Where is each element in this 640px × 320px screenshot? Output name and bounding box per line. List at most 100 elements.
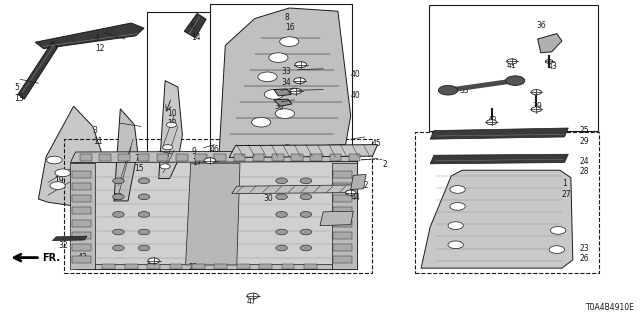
Text: 9
17: 9 17 <box>192 147 202 167</box>
Polygon shape <box>219 8 351 157</box>
Polygon shape <box>159 81 182 179</box>
Circle shape <box>160 164 170 169</box>
Bar <box>310 154 322 161</box>
Polygon shape <box>538 34 562 53</box>
Text: 44: 44 <box>351 193 360 202</box>
Text: 21: 21 <box>189 263 198 272</box>
Circle shape <box>290 88 301 94</box>
Circle shape <box>300 229 312 235</box>
Circle shape <box>50 182 65 189</box>
Polygon shape <box>430 128 568 139</box>
Bar <box>157 154 168 161</box>
Bar <box>333 220 352 227</box>
Text: 36: 36 <box>536 21 546 30</box>
Bar <box>147 12 223 182</box>
Circle shape <box>294 78 305 84</box>
Bar <box>429 5 598 131</box>
Circle shape <box>113 212 124 217</box>
Bar <box>72 207 91 214</box>
Bar <box>214 264 227 269</box>
Circle shape <box>448 241 463 249</box>
Text: FR.: FR. <box>42 252 60 263</box>
Circle shape <box>269 53 288 62</box>
Bar <box>214 154 226 161</box>
Text: 2: 2 <box>383 160 387 169</box>
Text: 38: 38 <box>274 90 284 99</box>
Bar <box>259 264 272 269</box>
Circle shape <box>280 37 299 46</box>
Bar <box>253 154 264 161</box>
Text: 22: 22 <box>360 181 369 190</box>
Text: 5
13: 5 13 <box>14 83 24 103</box>
Bar <box>72 244 91 251</box>
Bar <box>138 154 149 161</box>
Polygon shape <box>430 154 568 164</box>
Circle shape <box>55 169 70 177</box>
Text: 37: 37 <box>146 263 156 272</box>
Bar <box>72 220 91 227</box>
Bar <box>333 183 352 190</box>
Bar <box>72 256 91 263</box>
Bar <box>72 195 91 202</box>
Polygon shape <box>274 99 292 106</box>
Circle shape <box>300 194 312 200</box>
Circle shape <box>545 60 553 63</box>
Polygon shape <box>351 174 366 189</box>
Bar <box>170 264 182 269</box>
Circle shape <box>113 194 124 200</box>
Text: 19: 19 <box>54 176 64 185</box>
Bar <box>192 264 205 269</box>
Text: 31: 31 <box>325 218 335 227</box>
Circle shape <box>247 293 259 299</box>
Circle shape <box>138 178 150 184</box>
Circle shape <box>113 245 124 251</box>
Bar <box>102 264 115 269</box>
Bar <box>99 154 111 161</box>
Bar <box>330 154 341 161</box>
Polygon shape <box>184 13 206 38</box>
Bar <box>349 154 360 161</box>
Bar <box>272 154 284 161</box>
Text: 33
34: 33 34 <box>282 67 291 87</box>
Circle shape <box>450 203 465 210</box>
Polygon shape <box>18 42 58 99</box>
Text: 38: 38 <box>274 102 284 111</box>
Bar <box>234 154 245 161</box>
Bar <box>80 154 92 161</box>
Bar <box>72 183 91 190</box>
Polygon shape <box>70 163 95 269</box>
Bar <box>72 232 91 239</box>
Polygon shape <box>114 109 138 201</box>
Text: 43: 43 <box>547 62 557 71</box>
Bar <box>291 154 303 161</box>
Polygon shape <box>186 163 240 265</box>
Circle shape <box>275 109 294 118</box>
Circle shape <box>346 190 356 195</box>
Circle shape <box>276 178 287 184</box>
Text: 25
29: 25 29 <box>579 126 589 146</box>
Polygon shape <box>52 236 87 241</box>
Polygon shape <box>229 145 378 157</box>
Circle shape <box>264 90 284 99</box>
Circle shape <box>549 246 564 253</box>
Polygon shape <box>421 170 573 268</box>
Bar <box>118 154 130 161</box>
Text: 7
15: 7 15 <box>134 154 144 173</box>
Text: 32: 32 <box>59 241 68 250</box>
Polygon shape <box>232 185 353 194</box>
Circle shape <box>486 120 497 125</box>
Text: 39: 39 <box>532 102 542 111</box>
Circle shape <box>531 107 541 112</box>
Text: 24
28: 24 28 <box>579 157 589 176</box>
Circle shape <box>252 117 271 127</box>
Text: 40: 40 <box>351 70 360 79</box>
Bar <box>64 139 372 273</box>
Text: 8
16: 8 16 <box>285 13 294 32</box>
Text: 47: 47 <box>246 297 256 306</box>
Text: 10
18: 10 18 <box>168 109 177 128</box>
Text: 4
12: 4 12 <box>95 34 104 53</box>
Circle shape <box>438 85 458 95</box>
Circle shape <box>448 222 463 229</box>
Bar <box>415 132 599 273</box>
Text: 20: 20 <box>114 193 124 202</box>
